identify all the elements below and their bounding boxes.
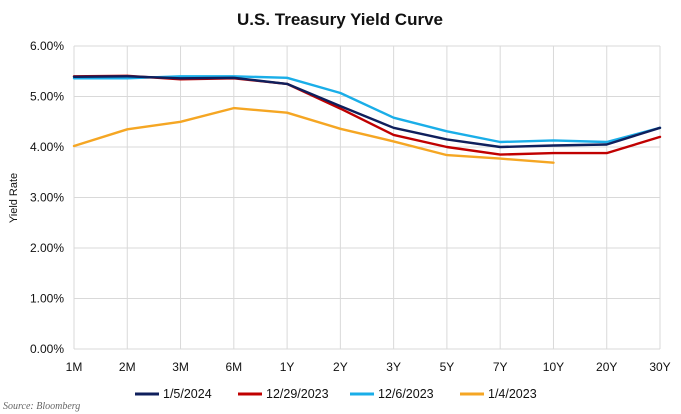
y-axis-label: Yield Rate — [8, 173, 20, 223]
series-lines — [72, 74, 662, 164]
x-tick-label: 2M — [119, 360, 136, 374]
y-tick-label: 5.00% — [30, 90, 64, 104]
y-tick-label: 1.00% — [30, 292, 64, 306]
x-tick-label: 2Y — [333, 360, 348, 374]
y-tick-label: 6.00% — [30, 39, 64, 53]
legend-label: 12/6/2023 — [378, 387, 434, 401]
x-tick-label: 6M — [225, 360, 242, 374]
legend-label: 1/4/2023 — [488, 387, 537, 401]
y-tick-label: 0.00% — [30, 342, 64, 356]
x-tick-label: 20Y — [596, 360, 617, 374]
y-tick-label: 3.00% — [30, 191, 64, 205]
source-note: Source: Bloomberg — [3, 401, 80, 412]
legend-item: 12/29/2023 — [238, 387, 329, 401]
x-tick-label: 30Y — [649, 360, 670, 374]
series-line-1-4-2023 — [72, 106, 555, 164]
legend-item: 1/4/2023 — [460, 387, 537, 401]
legend-item: 1/5/2024 — [135, 387, 212, 401]
legend-label: 12/29/2023 — [266, 387, 329, 401]
series-line-12-29-2023 — [72, 74, 662, 156]
x-axis-tick-labels: 1M 2M 3M 6M 1Y 2Y 3Y 5Y 7Y 10Y 20Y 30Y — [66, 360, 671, 374]
x-tick-label: 10Y — [543, 360, 564, 374]
y-tick-label: 2.00% — [30, 241, 64, 255]
x-tick-label: 5Y — [440, 360, 455, 374]
series-line-1-5-2024 — [72, 75, 662, 149]
legend-item: 12/6/2023 — [350, 387, 434, 401]
x-tick-label: 1Y — [280, 360, 295, 374]
chart-title: U.S. Treasury Yield Curve — [237, 10, 443, 29]
legend-label: 1/5/2024 — [163, 387, 212, 401]
series-line-12-6-2023 — [72, 75, 662, 144]
x-tick-label: 3M — [172, 360, 189, 374]
y-axis-tick-labels: 0.00% 1.00% 2.00% 3.00% 4.00% 5.00% 6.00% — [30, 39, 64, 356]
y-tick-label: 4.00% — [30, 140, 64, 154]
grid-lines — [73, 45, 661, 350]
x-tick-label: 1M — [66, 360, 83, 374]
x-tick-label: 3Y — [386, 360, 401, 374]
legend: 1/5/2024 12/29/2023 12/6/2023 1/4/2023 — [135, 387, 537, 401]
x-tick-label: 7Y — [493, 360, 508, 374]
